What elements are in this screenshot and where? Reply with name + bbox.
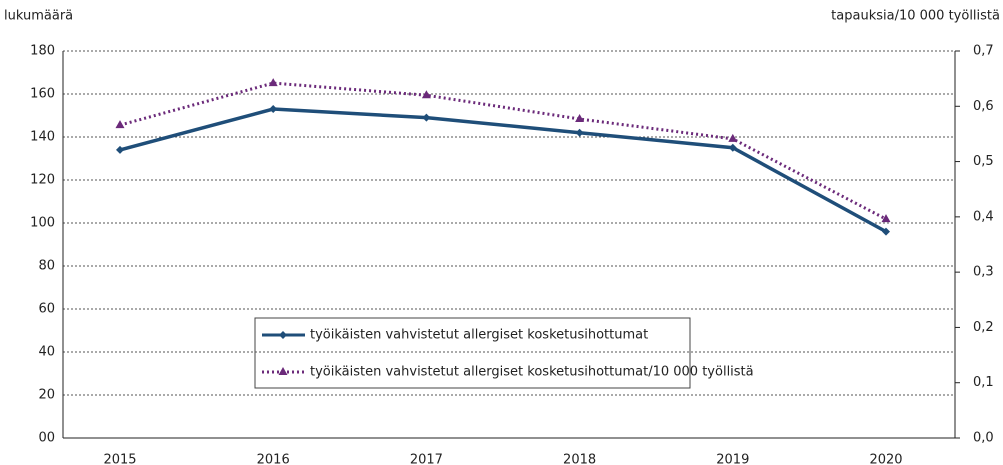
y-tick-label: 00 (38, 431, 55, 446)
x-tick-label: 2016 (257, 453, 290, 465)
point-marker (268, 78, 278, 87)
point-marker (269, 105, 278, 114)
series-line (119, 81, 887, 221)
y-tick-label: 40 (38, 345, 55, 360)
point-marker (116, 145, 124, 154)
point-marker (575, 114, 585, 123)
y-tick-label: 100 (30, 216, 55, 231)
x-tick-label: 2020 (869, 453, 902, 465)
point-marker (882, 227, 890, 236)
x-tick-label: 2019 (716, 453, 749, 465)
y-tick-label: 60 (38, 302, 55, 317)
point-marker (881, 214, 891, 223)
point-marker (575, 128, 584, 137)
y2-tick-label: 0,0 (973, 431, 994, 446)
y2-tick-label: 0,1 (973, 375, 994, 390)
legend-marker (278, 367, 288, 375)
y-tick-label: 20 (38, 388, 55, 403)
y2-tick-label: 0,7 (973, 44, 994, 59)
point-marker (728, 143, 737, 152)
y-axis-title: lukumäärä (4, 9, 73, 24)
point-marker (422, 113, 431, 122)
y2-tick-label: 0,2 (973, 320, 994, 335)
y-tick-label: 80 (38, 259, 55, 274)
y-tick-label: 160 (30, 87, 55, 102)
y-tick-label: 120 (30, 173, 55, 188)
y-tick-label: 140 (30, 130, 55, 145)
y2-tick-label: 0,5 (973, 154, 994, 169)
series-line (119, 107, 887, 234)
legend-label: työikäisten vahvistetut allergiset koske… (310, 365, 754, 380)
y-tick-label: 180 (30, 44, 55, 59)
x-tick-label: 2017 (410, 453, 443, 465)
y2-axis-title: tapauksia/10 000 työllistä (831, 9, 1000, 24)
legend-box (254, 317, 691, 389)
point-marker (115, 120, 125, 129)
point-marker (728, 133, 738, 142)
legend-marker (279, 331, 287, 339)
point-marker (421, 90, 431, 99)
y2-tick-label: 0,3 (973, 265, 994, 280)
y2-tick-label: 0,6 (973, 99, 994, 114)
x-tick-label: 2015 (103, 453, 136, 465)
x-tick-label: 2018 (563, 453, 596, 465)
legend-label: työikäisten vahvistetut allergiset koske… (310, 328, 648, 343)
y2-tick-label: 0,4 (973, 209, 994, 224)
